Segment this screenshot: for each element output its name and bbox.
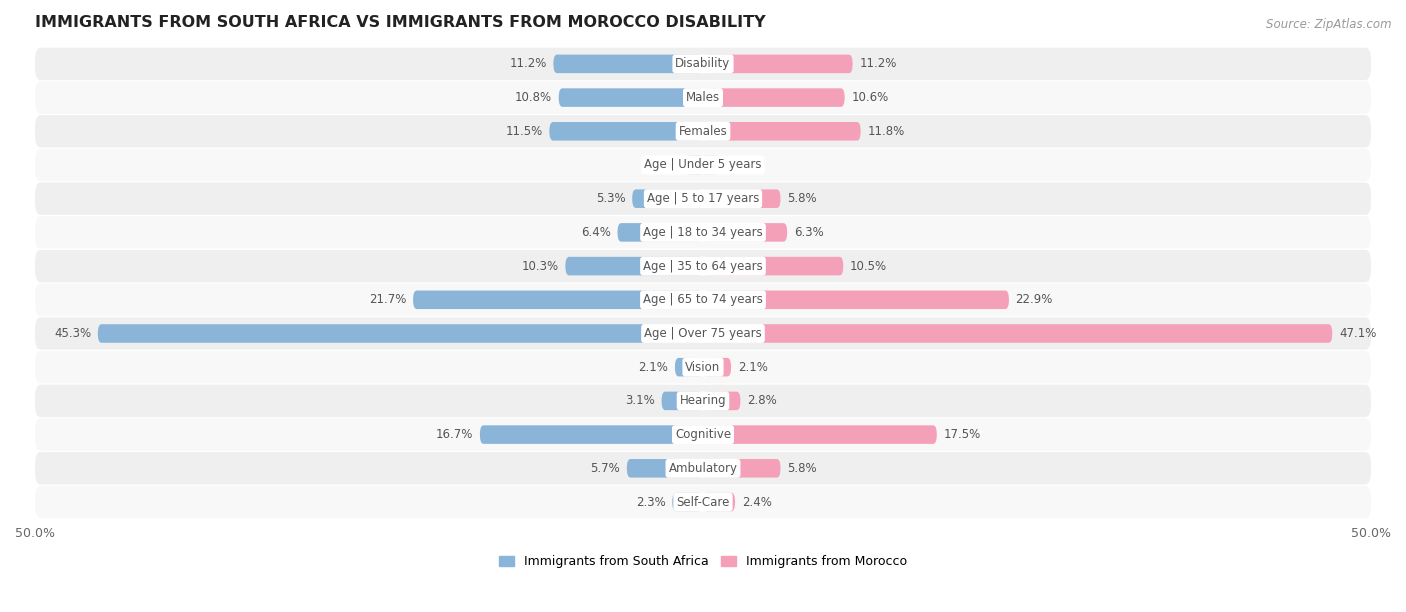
FancyBboxPatch shape <box>479 425 703 444</box>
Text: 6.4%: 6.4% <box>581 226 610 239</box>
Text: Males: Males <box>686 91 720 104</box>
FancyBboxPatch shape <box>98 324 703 343</box>
Text: 2.1%: 2.1% <box>638 360 668 374</box>
Text: 47.1%: 47.1% <box>1339 327 1376 340</box>
FancyBboxPatch shape <box>35 486 1371 518</box>
Text: Source: ZipAtlas.com: Source: ZipAtlas.com <box>1267 18 1392 31</box>
FancyBboxPatch shape <box>35 81 1371 114</box>
Text: Age | 35 to 64 years: Age | 35 to 64 years <box>643 259 763 272</box>
FancyBboxPatch shape <box>703 459 780 477</box>
Text: 2.8%: 2.8% <box>747 394 778 408</box>
Text: 5.3%: 5.3% <box>596 192 626 205</box>
FancyBboxPatch shape <box>703 54 852 73</box>
Text: 10.6%: 10.6% <box>851 91 889 104</box>
FancyBboxPatch shape <box>617 223 703 242</box>
Text: Age | Over 75 years: Age | Over 75 years <box>644 327 762 340</box>
Text: 11.5%: 11.5% <box>505 125 543 138</box>
FancyBboxPatch shape <box>554 54 703 73</box>
Text: 17.5%: 17.5% <box>943 428 981 441</box>
Text: Females: Females <box>679 125 727 138</box>
FancyBboxPatch shape <box>688 155 703 174</box>
FancyBboxPatch shape <box>35 250 1371 282</box>
Text: Self-Care: Self-Care <box>676 496 730 509</box>
FancyBboxPatch shape <box>703 324 1333 343</box>
FancyBboxPatch shape <box>703 223 787 242</box>
FancyBboxPatch shape <box>35 48 1371 80</box>
Text: 5.7%: 5.7% <box>591 462 620 475</box>
FancyBboxPatch shape <box>662 392 703 410</box>
Text: Cognitive: Cognitive <box>675 428 731 441</box>
Text: 2.4%: 2.4% <box>742 496 772 509</box>
FancyBboxPatch shape <box>35 216 1371 248</box>
FancyBboxPatch shape <box>672 493 703 511</box>
FancyBboxPatch shape <box>550 122 703 141</box>
FancyBboxPatch shape <box>703 358 731 376</box>
Legend: Immigrants from South Africa, Immigrants from Morocco: Immigrants from South Africa, Immigrants… <box>494 550 912 573</box>
Text: 6.3%: 6.3% <box>794 226 824 239</box>
FancyBboxPatch shape <box>703 493 735 511</box>
FancyBboxPatch shape <box>703 392 741 410</box>
Text: Ambulatory: Ambulatory <box>668 462 738 475</box>
Text: 10.5%: 10.5% <box>851 259 887 272</box>
Text: 11.2%: 11.2% <box>859 58 897 70</box>
FancyBboxPatch shape <box>627 459 703 477</box>
Text: Age | 18 to 34 years: Age | 18 to 34 years <box>643 226 763 239</box>
FancyBboxPatch shape <box>703 425 936 444</box>
Text: 3.1%: 3.1% <box>626 394 655 408</box>
FancyBboxPatch shape <box>35 283 1371 316</box>
FancyBboxPatch shape <box>413 291 703 309</box>
Text: 22.9%: 22.9% <box>1015 293 1053 306</box>
Text: 45.3%: 45.3% <box>53 327 91 340</box>
FancyBboxPatch shape <box>675 358 703 376</box>
Text: 21.7%: 21.7% <box>368 293 406 306</box>
FancyBboxPatch shape <box>35 452 1371 485</box>
Text: Disability: Disability <box>675 58 731 70</box>
FancyBboxPatch shape <box>35 419 1371 451</box>
FancyBboxPatch shape <box>633 190 703 208</box>
FancyBboxPatch shape <box>703 155 718 174</box>
Text: 10.3%: 10.3% <box>522 259 558 272</box>
FancyBboxPatch shape <box>703 291 1010 309</box>
FancyBboxPatch shape <box>565 257 703 275</box>
Text: 2.3%: 2.3% <box>636 496 665 509</box>
Text: 10.8%: 10.8% <box>515 91 553 104</box>
Text: IMMIGRANTS FROM SOUTH AFRICA VS IMMIGRANTS FROM MOROCCO DISABILITY: IMMIGRANTS FROM SOUTH AFRICA VS IMMIGRAN… <box>35 15 766 30</box>
Text: 11.2%: 11.2% <box>509 58 547 70</box>
FancyBboxPatch shape <box>35 182 1371 215</box>
FancyBboxPatch shape <box>35 115 1371 147</box>
FancyBboxPatch shape <box>703 122 860 141</box>
FancyBboxPatch shape <box>703 257 844 275</box>
Text: Age | 65 to 74 years: Age | 65 to 74 years <box>643 293 763 306</box>
Text: 2.1%: 2.1% <box>738 360 768 374</box>
Text: Age | Under 5 years: Age | Under 5 years <box>644 159 762 171</box>
Text: 16.7%: 16.7% <box>436 428 474 441</box>
Text: Hearing: Hearing <box>679 394 727 408</box>
Text: 11.8%: 11.8% <box>868 125 904 138</box>
Text: 1.2%: 1.2% <box>651 159 681 171</box>
FancyBboxPatch shape <box>703 190 780 208</box>
Text: Age | 5 to 17 years: Age | 5 to 17 years <box>647 192 759 205</box>
Text: 1.2%: 1.2% <box>725 159 755 171</box>
FancyBboxPatch shape <box>558 88 703 107</box>
Text: Vision: Vision <box>685 360 721 374</box>
FancyBboxPatch shape <box>35 317 1371 349</box>
FancyBboxPatch shape <box>35 149 1371 181</box>
Text: 5.8%: 5.8% <box>787 192 817 205</box>
FancyBboxPatch shape <box>703 88 845 107</box>
FancyBboxPatch shape <box>35 351 1371 383</box>
Text: 5.8%: 5.8% <box>787 462 817 475</box>
FancyBboxPatch shape <box>35 385 1371 417</box>
